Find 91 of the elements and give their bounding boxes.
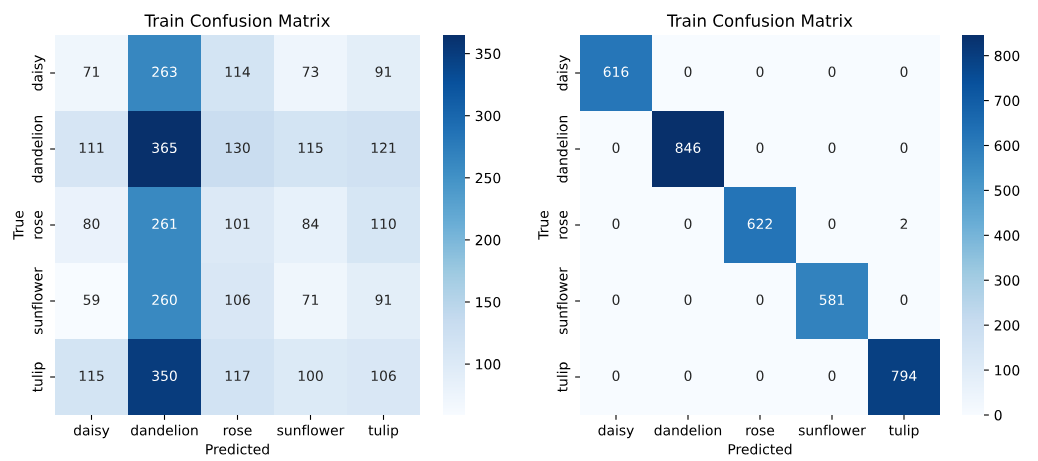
y-tick-label: dandelion xyxy=(556,115,568,183)
data-label: 101 xyxy=(225,218,250,230)
data-label: 0 xyxy=(828,370,836,382)
x-tick-label: tulip xyxy=(888,424,919,439)
data-label: 616 xyxy=(603,66,629,78)
data-label: 71 xyxy=(302,294,319,305)
color-bar-label: 150 xyxy=(476,296,501,308)
data-label: 0 xyxy=(828,142,836,154)
data-label: 794 xyxy=(891,370,917,382)
y-tick-label: rose xyxy=(559,210,568,239)
color-bar-label: 500 xyxy=(994,185,1020,196)
data-label: 110 xyxy=(371,218,396,230)
data-label: 581 xyxy=(819,294,844,306)
color-bar-label: 200 xyxy=(475,234,501,246)
x-tick-label: daisy xyxy=(598,424,634,439)
data-label: 622 xyxy=(747,218,772,230)
data-label: 121 xyxy=(371,142,396,153)
data-label: 114 xyxy=(225,66,250,77)
data-label: 365 xyxy=(152,142,177,154)
data-label: 0 xyxy=(828,66,836,78)
data-label: 846 xyxy=(675,142,701,154)
x-tick-label: sunflower xyxy=(798,424,866,436)
data-label: 350 xyxy=(152,370,177,382)
y-tick-label: tulip xyxy=(556,362,571,393)
data-label: 130 xyxy=(225,142,250,154)
y-tick-label: tulip xyxy=(31,362,46,393)
data-label: 0 xyxy=(900,66,908,78)
color-bar-label: 300 xyxy=(475,110,501,122)
color-bar-label: 250 xyxy=(475,172,501,184)
data-label: 80 xyxy=(83,218,100,230)
data-label: 0 xyxy=(756,294,764,306)
data-label: 0 xyxy=(612,142,620,154)
data-label: 91 xyxy=(375,66,392,78)
data-label: 117 xyxy=(225,370,250,381)
x-tick-label: dandelion xyxy=(131,424,198,436)
data-label: 263 xyxy=(152,66,177,78)
color-bar-label: 350 xyxy=(475,48,501,60)
chart-title: Train Confusion Matrix xyxy=(666,14,853,27)
data-label: 0 xyxy=(756,142,764,154)
color-bar-label: 300 xyxy=(994,275,1020,286)
data-label: 0 xyxy=(756,66,764,78)
y-tick-label: rose xyxy=(34,210,43,239)
y-tick-label: daisy xyxy=(556,55,571,91)
data-label: 0 xyxy=(900,142,908,154)
color-bar-label: 400 xyxy=(994,230,1020,241)
data-label: 84 xyxy=(302,218,319,230)
color-bar-label: 800 xyxy=(994,50,1020,62)
x-tick-label: dandelion xyxy=(654,424,722,436)
data-label: 59 xyxy=(83,294,100,306)
data-label: 115 xyxy=(298,142,323,154)
color-bar-label: 100 xyxy=(476,359,501,370)
x-tick-label: daisy xyxy=(73,424,110,439)
data-label: 261 xyxy=(152,218,177,230)
data-label: 0 xyxy=(828,218,836,230)
x-axis-title: Predicted xyxy=(728,443,792,455)
x-tick-label: rose xyxy=(746,427,775,436)
y-axis-title: True xyxy=(538,210,549,240)
y-tick-label: sunflower xyxy=(31,267,43,335)
data-label: 0 xyxy=(900,294,908,306)
y-tick-label: dandelion xyxy=(31,115,43,183)
data-label: 91 xyxy=(375,294,392,306)
x-tick-label: sunflower xyxy=(277,424,345,436)
data-label: 0 xyxy=(684,294,692,306)
data-label: 0 xyxy=(612,370,620,382)
x-tick-label: rose xyxy=(223,427,252,436)
data-label: 106 xyxy=(225,294,250,306)
data-label: 115 xyxy=(79,370,104,382)
data-label: 111 xyxy=(79,142,104,153)
color-bar-label: 200 xyxy=(994,320,1020,331)
data-label: 0 xyxy=(684,218,692,230)
y-axis-title: True xyxy=(13,210,24,240)
data-label: 0 xyxy=(612,218,620,230)
color-bar-label: 100 xyxy=(995,365,1020,376)
data-label: 260 xyxy=(152,294,177,306)
x-axis-title: Predicted xyxy=(206,443,269,455)
y-tick-label: daisy xyxy=(31,55,46,91)
y-tick-label: sunflower xyxy=(556,267,568,335)
data-label: 73 xyxy=(302,66,319,78)
chart-title: Train Confusion Matrix xyxy=(144,14,330,27)
data-label: 100 xyxy=(298,370,323,382)
color-bar-label: 0 xyxy=(994,409,1002,421)
data-label: 71 xyxy=(83,66,100,77)
color-bar-label: 700 xyxy=(994,95,1020,107)
data-label: 0 xyxy=(612,294,620,306)
color-bar-label: 600 xyxy=(994,140,1020,151)
x-tick-label: tulip xyxy=(368,424,399,439)
data-label: 0 xyxy=(756,370,764,382)
data-label: 2 xyxy=(900,218,908,229)
data-label: 0 xyxy=(684,370,692,382)
data-label: 0 xyxy=(684,66,692,78)
data-label: 106 xyxy=(371,370,396,382)
